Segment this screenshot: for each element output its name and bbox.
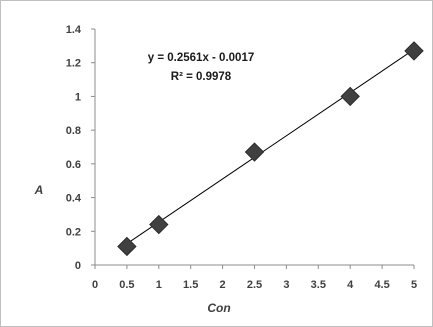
x-axis-title: Con <box>207 301 230 315</box>
x-tick-label: 4 <box>347 279 354 291</box>
x-tick-label: 0.5 <box>119 279 134 291</box>
x-tick-label: 3.5 <box>311 279 326 291</box>
y-tick-label: 1.2 <box>66 58 81 70</box>
trendline-equation: y = 0.2561x - 0.0017 <box>148 52 254 64</box>
y-tick-labels: 0 0.2 0.4 0.6 0.8 1 1.2 1.4 <box>66 24 82 272</box>
data-points <box>117 41 424 257</box>
y-tick-label: 0 <box>75 260 81 272</box>
y-tick-label: 1 <box>75 91 81 103</box>
data-point-diamond <box>340 86 360 107</box>
x-tick-labels: 0 0.5 1 1.5 2 2.5 3 3.5 4 4.5 5 <box>92 279 417 291</box>
y-tick-label: 0.2 <box>66 226 81 238</box>
y-tick-label: 0.4 <box>66 193 82 205</box>
data-point-diamond <box>117 236 137 257</box>
x-tick-label: 1.5 <box>183 279 198 291</box>
data-point-diamond <box>404 41 424 61</box>
x-tick-label: 3 <box>283 279 289 291</box>
data-point-diamond <box>149 214 169 235</box>
x-tick-label: 0 <box>92 279 98 291</box>
x-tick-label: 2 <box>220 279 226 291</box>
x-tick-label: 5 <box>411 279 417 291</box>
y-tick-label: 0.8 <box>66 125 81 137</box>
axis-tick-marks <box>91 28 415 269</box>
y-axis-title: A <box>34 183 44 197</box>
data-point-diamond <box>244 142 265 162</box>
x-tick-label: 1 <box>156 279 162 291</box>
y-tick-label: 1.4 <box>66 24 82 36</box>
trendline <box>126 49 415 245</box>
x-tick-label: 4.5 <box>374 279 389 291</box>
trendline-r-squared: R² = 0.9978 <box>171 71 232 83</box>
x-tick-label: 2.5 <box>247 279 262 291</box>
y-tick-label: 0.6 <box>66 159 81 171</box>
